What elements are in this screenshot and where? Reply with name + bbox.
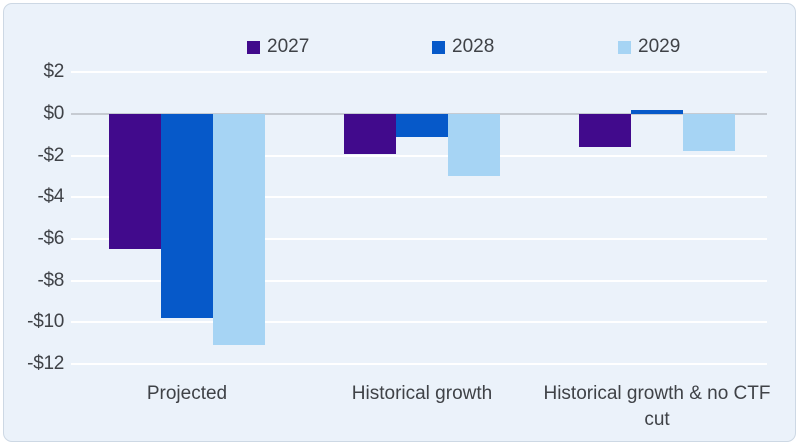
bar-2029-category-1 (448, 114, 500, 177)
x-axis-category-label: Historical growth & no CTF cut (543, 383, 771, 430)
y-axis-tick-label: $0 (43, 103, 64, 124)
bar-2027-category-2 (579, 114, 631, 148)
bar-2028-category-1 (396, 114, 448, 137)
y-axis-tick-label: -$6 (37, 227, 64, 249)
legend-swatch-icon (432, 40, 445, 54)
chart-legend: 2027 2028 2029 (4, 4, 795, 64)
x-axis-category-label: Historical growth (351, 383, 493, 404)
bar-2028-category-2 (631, 109, 683, 114)
x-axis-category-label: Projected (146, 383, 228, 404)
bar-2027-category-1 (344, 114, 396, 154)
gridline (71, 362, 767, 365)
bar-2029-category-2 (683, 114, 735, 152)
y-axis-tick-label: -$12 (27, 352, 64, 374)
legend-label: 2028 (452, 36, 495, 57)
legend-swatch-icon (618, 40, 631, 54)
chart-card: $2 $0 -$2 -$4 -$6 -$8 -$10 -$12 Projected Histori… (3, 3, 796, 442)
legend-item-2027: 2027 (247, 36, 309, 58)
gridline (71, 321, 767, 324)
y-axis-tick-label: -$4 (37, 186, 64, 208)
bar-2028-category-0 (161, 114, 213, 319)
y-axis-tick-label: -$8 (37, 269, 64, 291)
plot-area: $2 $0 -$2 -$4 -$6 -$8 -$10 -$12 Projected Histori… (4, 4, 795, 441)
bar-2027-category-0 (109, 114, 161, 250)
y-axis-tick-label: -$10 (27, 311, 64, 333)
gridline (71, 71, 767, 74)
legend-label: 2027 (267, 36, 310, 57)
legend-item-2028: 2028 (432, 36, 494, 58)
legend-item-2029: 2029 (618, 36, 680, 58)
gridline (71, 237, 767, 240)
legend-swatch-icon (247, 40, 260, 54)
gridline (71, 279, 767, 282)
gridline (71, 154, 767, 157)
y-axis-tick-label: $2 (43, 61, 64, 83)
y-axis-tick-label: -$2 (37, 144, 64, 166)
bar-2029-category-0 (213, 114, 265, 346)
legend-label: 2029 (638, 36, 681, 57)
gridline (71, 196, 767, 199)
